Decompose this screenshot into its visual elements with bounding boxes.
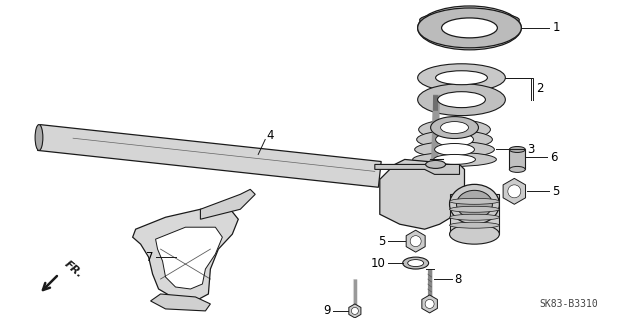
Text: 10: 10	[371, 256, 386, 270]
Ellipse shape	[415, 142, 494, 158]
Text: FR.: FR.	[63, 259, 85, 279]
Text: 5: 5	[378, 235, 386, 248]
Text: 1: 1	[552, 21, 560, 34]
Text: 9: 9	[323, 304, 331, 317]
Ellipse shape	[403, 257, 429, 269]
Ellipse shape	[449, 222, 499, 228]
Bar	[509, 150, 525, 169]
Polygon shape	[38, 125, 381, 187]
Ellipse shape	[436, 132, 474, 146]
Ellipse shape	[413, 152, 497, 167]
Ellipse shape	[418, 64, 506, 92]
Ellipse shape	[449, 214, 499, 220]
Ellipse shape	[449, 198, 499, 204]
Text: SK83-B3310: SK83-B3310	[540, 299, 598, 309]
Circle shape	[351, 308, 358, 315]
Ellipse shape	[436, 122, 472, 137]
Text: 2: 2	[536, 82, 544, 95]
Ellipse shape	[449, 206, 499, 212]
Text: 7: 7	[146, 251, 154, 263]
Text: 6: 6	[550, 151, 557, 164]
Ellipse shape	[420, 12, 519, 28]
Ellipse shape	[418, 84, 506, 115]
Polygon shape	[503, 178, 525, 204]
Ellipse shape	[509, 167, 525, 172]
Ellipse shape	[419, 120, 490, 139]
Circle shape	[508, 185, 521, 198]
Polygon shape	[406, 230, 425, 252]
FancyBboxPatch shape	[449, 194, 499, 234]
Text: 3: 3	[527, 143, 534, 156]
Circle shape	[425, 300, 434, 308]
Ellipse shape	[438, 92, 485, 108]
Ellipse shape	[456, 190, 492, 218]
Ellipse shape	[431, 116, 479, 138]
Ellipse shape	[35, 124, 43, 151]
Text: 5: 5	[552, 185, 559, 198]
Ellipse shape	[418, 6, 522, 50]
Text: 4: 4	[266, 129, 274, 142]
Text: 8: 8	[454, 272, 462, 286]
Circle shape	[410, 236, 421, 247]
Ellipse shape	[426, 160, 445, 168]
Ellipse shape	[449, 224, 499, 244]
Ellipse shape	[509, 146, 525, 152]
Ellipse shape	[429, 15, 509, 25]
Ellipse shape	[440, 122, 468, 134]
Polygon shape	[150, 294, 211, 311]
Polygon shape	[132, 209, 238, 301]
Ellipse shape	[408, 260, 424, 267]
Polygon shape	[156, 227, 222, 289]
Ellipse shape	[436, 71, 488, 85]
Polygon shape	[349, 304, 361, 318]
Polygon shape	[375, 164, 460, 174]
Ellipse shape	[435, 144, 474, 155]
Ellipse shape	[434, 154, 476, 164]
Polygon shape	[422, 295, 437, 313]
Ellipse shape	[418, 8, 522, 48]
Ellipse shape	[417, 130, 492, 148]
Polygon shape	[200, 189, 255, 219]
Ellipse shape	[440, 16, 499, 40]
Ellipse shape	[449, 184, 499, 224]
Ellipse shape	[442, 18, 497, 38]
Polygon shape	[380, 160, 465, 229]
